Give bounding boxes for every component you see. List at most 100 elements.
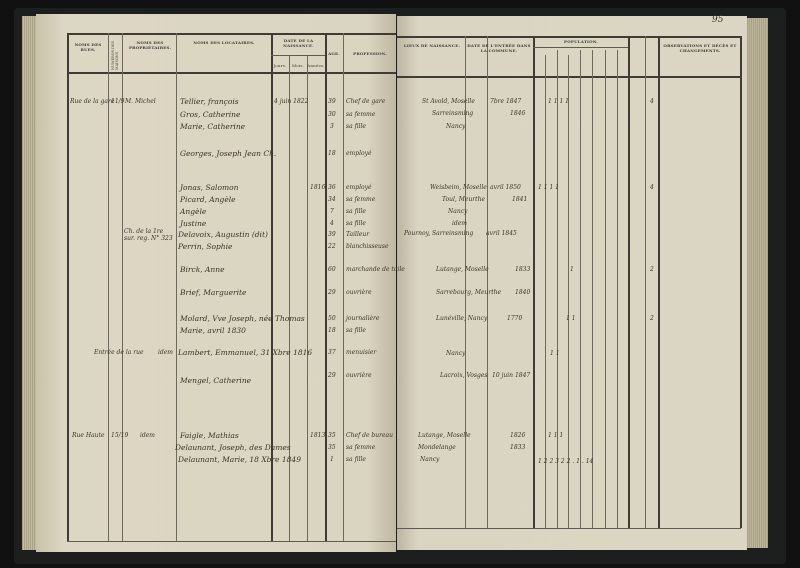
tenant-name: Picard, Angèle	[180, 195, 236, 204]
profession: Tailleur	[346, 231, 370, 238]
birth-date: 1816	[310, 184, 326, 191]
owner-name: Ch. de la 1re sur. reg. N° 323	[124, 228, 173, 242]
birthplace: Lacroix, Vosges	[440, 372, 488, 379]
tenant-name: Birck, Anne	[180, 265, 225, 274]
birthplace: Toul, Meurthe	[442, 196, 485, 203]
entry-date: 1846	[510, 110, 526, 117]
header-locataires: NOMS DES LOCATAIRES.	[193, 40, 255, 45]
birthplace: Sarreinsming	[432, 110, 474, 117]
profession: blanchisseuse	[346, 243, 389, 250]
profession: sa fille	[346, 456, 366, 463]
age: 29	[328, 289, 336, 296]
right-page	[397, 16, 747, 550]
tenant-name: Angèle	[180, 207, 207, 216]
birthplace: idem	[452, 220, 467, 227]
profession: sa femme	[346, 444, 376, 451]
age: 22	[328, 243, 336, 250]
owner-name: idem	[158, 349, 173, 356]
tenant-name: Tellier, françois	[180, 97, 239, 106]
tenant-name: Justine	[180, 219, 207, 228]
age: 35	[328, 444, 336, 451]
street-name: Entrée de la rue	[94, 349, 144, 356]
tenant-name: Marie, Catherine	[180, 122, 246, 131]
birthplace: Nancy	[448, 208, 468, 215]
owner-name: idem	[140, 432, 155, 439]
entry-date: 1840	[515, 289, 531, 296]
age: 39	[328, 231, 336, 238]
age: 18	[328, 150, 336, 157]
left-page	[36, 14, 396, 552]
tenant-name: Marie, avril 1830	[180, 326, 246, 335]
tenant-name: Delaunant, Marie, 18 Xbre 1849	[178, 455, 301, 464]
header-population: POPULATION.	[563, 39, 598, 44]
house-number: 15/19	[111, 432, 129, 439]
birthplace: Lutange, Moselle	[418, 432, 471, 439]
entry-date: 1841	[512, 196, 528, 203]
population-total: 2	[650, 266, 654, 273]
profession: menuisier	[346, 349, 377, 356]
header-rues: NOMS DES RUES.	[74, 42, 102, 52]
page-edges-right	[746, 18, 768, 548]
entry-date: avril 1845	[486, 230, 517, 237]
tenant-name: Molard, Vve Joseph, née Thomas	[180, 314, 305, 323]
birthplace: Nancy	[420, 456, 440, 463]
header-observations: OBSERVATIONS ET DÉCÈS ET CHANGEMENTS.	[663, 43, 737, 53]
profession: journalière	[346, 315, 380, 322]
profession: sa fille	[346, 220, 366, 227]
tenant-name: Mengel, Catherine	[180, 376, 252, 385]
population-marks: 1 1 1	[548, 432, 564, 439]
page-edges-left	[22, 16, 36, 550]
age: 35	[328, 432, 336, 439]
population-total: 4	[650, 184, 654, 191]
birthplace: Weisbeim, Moselle	[430, 184, 487, 191]
tenant-name: Perrin, Sophie	[178, 242, 233, 251]
house-number: 11/9	[111, 98, 125, 105]
header-proprietaires: NOMS DES PROPRIÉTAIRES.	[128, 40, 172, 50]
population-total: 2	[650, 315, 654, 322]
entry-date: 10 juin 1847	[492, 372, 531, 379]
street-name: Rue Haute	[72, 432, 105, 439]
header-date-entree: DATE DE L'ENTRÉE DANS LA COMMUNE.	[467, 43, 531, 53]
tenant-name: Faigle, Mathias	[180, 431, 239, 440]
profession: sa fille	[346, 123, 366, 130]
population-marks: 1 1	[566, 315, 576, 322]
age: 3	[330, 123, 334, 130]
population-marks: 1 1 1 1	[548, 98, 569, 105]
entry-date: 7bre 1847	[490, 98, 522, 105]
profession: marchande de toile	[346, 266, 405, 273]
header-date-naissance: DATE DE LA NAISSANCE.	[283, 38, 314, 48]
tenant-name: Gros, Catherine	[180, 110, 241, 119]
age: 39	[328, 98, 336, 105]
age: 18	[328, 327, 336, 334]
page-totals: 1 2 2 3 2 2 . 1 . 14	[538, 458, 594, 465]
profession: Chef de gare	[346, 98, 386, 105]
population-marks: 1 1 1 1	[538, 184, 559, 191]
population-marks: 1	[570, 266, 574, 273]
age: 37	[328, 349, 336, 356]
page-number: 95	[712, 15, 724, 25]
profession: employé	[346, 150, 372, 157]
profession: ouvrière	[346, 289, 372, 296]
age: 60	[328, 266, 336, 273]
birthplace: Nancy	[446, 350, 466, 357]
age: 1	[330, 456, 334, 463]
profession: employé	[346, 184, 372, 191]
owner-name: M. Michel	[125, 98, 156, 105]
tenant-name: Georges, Joseph Jean Ch.	[180, 149, 277, 158]
tenant-name: Brief, Marguerite	[180, 288, 247, 297]
birthplace: Lunéville, Nancy	[436, 315, 488, 322]
age: 50	[328, 315, 336, 322]
age: 36	[328, 184, 336, 191]
profession: sa femme	[346, 196, 376, 203]
entry-date: 1833	[510, 444, 526, 451]
profession: sa fille	[346, 327, 366, 334]
tenant-name: Jonas, Salomon	[180, 183, 239, 192]
birthplace: St Avold, Moselle	[422, 98, 475, 105]
birthplace: Lutange, Moselle	[436, 266, 489, 273]
population-marks: 1 1	[550, 350, 560, 357]
header-lieux: LIEUX DE NAISSANCE.	[403, 43, 461, 48]
entry-date: avril 1850	[490, 184, 521, 191]
header-profession: PROFESSION.	[353, 51, 387, 56]
profession: ouvrière	[346, 372, 372, 379]
tenant-name: Delaunant, Joseph, des Dames	[175, 443, 291, 452]
